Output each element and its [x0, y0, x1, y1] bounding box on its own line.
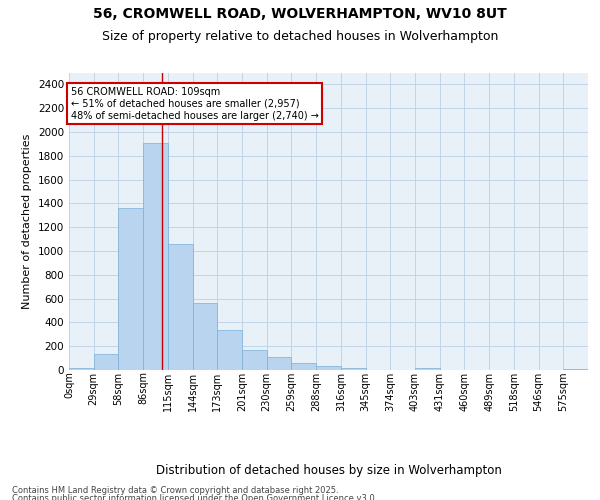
Bar [242, 350, 267, 370]
Bar [94, 354, 118, 370]
Text: Contains public sector information licensed under the Open Government Licence v3: Contains public sector information licen… [12, 494, 377, 500]
Bar [415, 368, 440, 370]
Bar [292, 363, 316, 370]
Text: 56 CROMWELL ROAD: 109sqm
← 51% of detached houses are smaller (2,957)
48% of sem: 56 CROMWELL ROAD: 109sqm ← 51% of detach… [71, 88, 319, 120]
Text: Size of property relative to detached houses in Wolverhampton: Size of property relative to detached ho… [102, 30, 498, 43]
Text: 56, CROMWELL ROAD, WOLVERHAMPTON, WV10 8UT: 56, CROMWELL ROAD, WOLVERHAMPTON, WV10 8… [93, 8, 507, 22]
Bar [118, 208, 143, 370]
Bar [143, 142, 168, 370]
Bar [193, 304, 217, 370]
Bar [563, 369, 588, 370]
Bar [168, 244, 193, 370]
Bar [217, 330, 242, 370]
Bar [267, 357, 292, 370]
Text: Distribution of detached houses by size in Wolverhampton: Distribution of detached houses by size … [156, 464, 502, 477]
Text: Contains HM Land Registry data © Crown copyright and database right 2025.: Contains HM Land Registry data © Crown c… [12, 486, 338, 495]
Bar [341, 368, 365, 370]
Bar [316, 366, 341, 370]
Bar [69, 368, 94, 370]
Y-axis label: Number of detached properties: Number of detached properties [22, 134, 32, 309]
